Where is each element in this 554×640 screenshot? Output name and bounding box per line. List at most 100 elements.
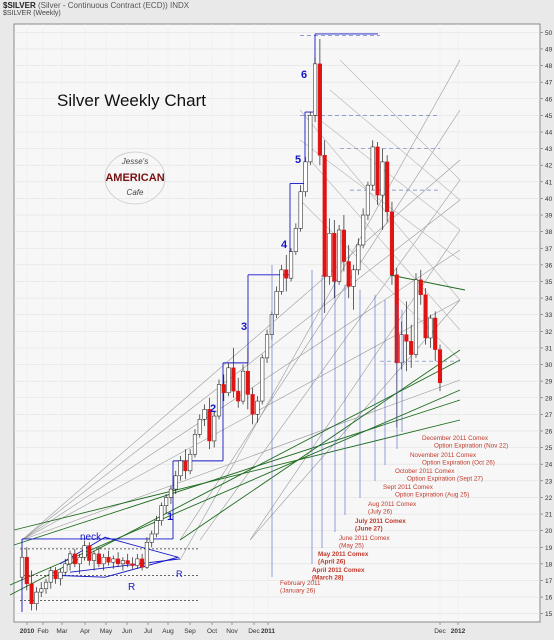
y-tick-label: 40 [545, 196, 553, 203]
candle-body [303, 161, 308, 193]
candle [308, 112, 313, 166]
y-tick-label: 20 [545, 528, 553, 535]
candle-body [29, 583, 34, 604]
candle-body [389, 211, 395, 276]
y-tick-label: 32 [545, 329, 553, 336]
candle [404, 301, 409, 372]
candle [313, 57, 318, 123]
x-tick-label: 2010 [20, 628, 35, 635]
candle [106, 550, 111, 566]
candle-body [351, 269, 356, 287]
candle [96, 547, 101, 568]
candle-body [159, 505, 164, 521]
candle-body [313, 63, 318, 116]
y-tick-label: 31 [545, 345, 553, 352]
candle-body [250, 394, 255, 415]
candle [154, 515, 159, 538]
symbol-description: (Silver - Continuous Contract (ECD)) IND… [37, 1, 190, 10]
candle-body [380, 161, 385, 196]
annotation-text: Sept 2011 Comex [383, 484, 434, 491]
candle-body [34, 591, 39, 604]
symbol-header: $SILVER (Silver - Continuous Contract (E… [3, 1, 189, 10]
candle [289, 248, 294, 282]
candle [428, 314, 433, 348]
candle-body [116, 558, 121, 565]
candle-body [39, 588, 44, 593]
candle [149, 530, 154, 548]
annotation-text: Option Expiration (Sept 27) [407, 476, 483, 483]
y-tick-label: 28 [545, 395, 553, 402]
candle [173, 470, 178, 495]
y-tick-label: 41 [545, 179, 553, 186]
candle [365, 181, 370, 221]
candle-body [144, 542, 149, 568]
candle [284, 254, 289, 292]
candle-body [135, 558, 140, 566]
candle [293, 223, 298, 255]
gann-line [21, 199, 461, 541]
y-tick-label: 22 [545, 495, 553, 502]
y-tick-label: 30 [545, 362, 553, 369]
candle-body [207, 409, 212, 442]
candle-body [418, 279, 423, 296]
candle [385, 155, 390, 222]
y-tick-label: 48 [545, 63, 553, 70]
candle-body [101, 556, 106, 565]
gann-line [21, 379, 461, 541]
candle [346, 244, 351, 299]
candle [418, 269, 423, 305]
y-axis: 15 16 17 18 19 20 21 22 23 24 25 26 27 28 29 30 31 32 33 34… [540, 30, 553, 618]
candle-body [212, 415, 217, 442]
candle-body [96, 553, 101, 565]
annotation-text: April 2011 Comex [312, 567, 365, 574]
candle [370, 140, 375, 191]
annotation-text: (May 25) [339, 543, 364, 550]
candle [264, 329, 270, 363]
y-tick-label: 18 [545, 561, 553, 568]
candle [48, 567, 53, 589]
candle [279, 264, 284, 295]
jesses-cafe-logo: Jesse's AMERICAN Cafe [104, 151, 166, 205]
x-tick-label: 2012 [451, 628, 466, 635]
candle [236, 377, 241, 408]
wave-label: 5 [295, 154, 301, 166]
candle [87, 542, 92, 566]
candle-body [322, 154, 327, 277]
candle [240, 364, 246, 405]
annotation-text: (July 26) [368, 509, 392, 516]
candle [92, 550, 97, 571]
pattern-label: neck [80, 532, 102, 543]
candle-body [197, 419, 202, 435]
logo-text: Jesse's [121, 157, 148, 166]
candle-body [43, 581, 49, 590]
x-tick-label: Mar [56, 628, 68, 635]
candle [125, 553, 130, 568]
candle-body [356, 244, 361, 271]
candle-body [226, 367, 231, 394]
candle [144, 537, 149, 569]
candle [423, 288, 428, 345]
candle [120, 557, 125, 571]
candle-body [337, 229, 342, 282]
y-tick-label: 49 [545, 46, 553, 53]
x-tick-label: Nov [226, 628, 238, 635]
candle [192, 429, 198, 458]
chart-title: Silver Weekly Chart [57, 91, 206, 110]
y-tick-label: 35 [545, 279, 553, 286]
annotation-text: June 2011 Comex [339, 535, 390, 542]
candle-body [279, 269, 284, 292]
annotation-text: Option Expiration (Nov 22) [434, 443, 508, 450]
y-tick-label: 16 [545, 595, 553, 602]
candle-body [289, 251, 294, 279]
candle [212, 411, 217, 448]
annotation-text: May 2011 Comex [318, 551, 369, 558]
candle [337, 224, 342, 285]
pattern-label: R [128, 582, 135, 593]
candle [188, 449, 193, 475]
candle-body [240, 370, 246, 402]
candle-body [332, 233, 337, 282]
gann-line [249, 299, 461, 541]
x-tick-label: Sep [184, 628, 196, 635]
candle [341, 215, 346, 272]
candle-body [375, 146, 380, 196]
